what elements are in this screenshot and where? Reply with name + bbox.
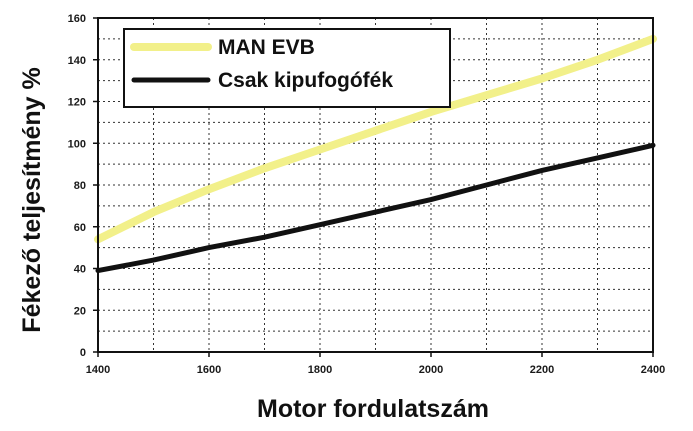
y-tick-label: 40 [74,264,86,276]
legend-label: MAN EVB [218,36,315,59]
legend: MAN EVB Csak kipufogófék [123,28,451,108]
series-line-csak-kipufogofek [95,142,656,274]
x-tick-label: 2000 [419,364,443,376]
x-axis-title: Motor fordulatszám [257,395,489,423]
legend-label: Csak kipufogófék [218,69,393,92]
x-tick-label: 1600 [197,364,221,376]
x-tick-labels: 1400 1600 1800 2000 2200 2400 [86,352,665,376]
x-tick-label: 2200 [530,364,554,376]
y-tick-label: 20 [74,305,86,317]
y-tick-label: 160 [68,13,86,25]
y-axis-title: Fékező teljesítmény % [18,67,46,332]
y-tick-label: 0 [80,347,86,359]
x-tick-label: 1800 [308,364,332,376]
x-tick-label: 1400 [86,364,110,376]
x-tick-label: 2400 [641,364,665,376]
y-tick-label: 60 [74,222,86,234]
legend-box [123,28,451,108]
series-line-man-evb [94,34,657,244]
y-tick-label: 140 [68,55,86,67]
y-tick-label: 120 [68,97,86,109]
series-layer [94,34,657,274]
y-tick-label: 100 [68,138,86,150]
y-tick-label: 80 [74,180,86,192]
y-tick-labels: 0 20 40 60 80 100 120 140 160 [68,13,98,359]
